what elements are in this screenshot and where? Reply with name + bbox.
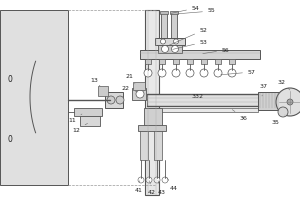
Circle shape	[136, 90, 144, 98]
Bar	[160, 11, 168, 14]
Bar	[140, 50, 260, 59]
Bar	[147, 94, 258, 106]
Circle shape	[116, 96, 124, 104]
Bar	[187, 59, 193, 64]
Bar	[145, 10, 159, 195]
Circle shape	[172, 46, 178, 52]
Text: 52: 52	[167, 27, 208, 46]
Bar	[147, 108, 258, 112]
Circle shape	[186, 69, 194, 77]
Circle shape	[162, 177, 168, 183]
Circle shape	[173, 39, 178, 44]
Text: 11: 11	[68, 114, 82, 122]
Bar	[171, 12, 177, 38]
Bar	[158, 45, 182, 53]
Bar	[140, 130, 148, 160]
Bar	[133, 82, 145, 90]
Bar	[145, 59, 151, 64]
Bar	[229, 59, 235, 64]
Circle shape	[107, 96, 115, 104]
Circle shape	[278, 107, 288, 117]
Bar	[201, 59, 207, 64]
Bar	[173, 59, 179, 64]
Bar	[215, 59, 221, 64]
Circle shape	[276, 88, 300, 116]
Bar	[154, 130, 162, 160]
Bar	[258, 92, 280, 110]
Text: 13: 13	[90, 77, 100, 86]
Text: 43: 43	[158, 181, 166, 194]
Circle shape	[160, 39, 166, 44]
Bar	[170, 11, 178, 14]
Bar	[144, 108, 162, 130]
Circle shape	[172, 69, 180, 77]
Bar	[159, 59, 165, 64]
Text: 57: 57	[221, 70, 256, 75]
Text: 0: 0	[8, 75, 13, 84]
Text: 55: 55	[178, 8, 216, 14]
Circle shape	[158, 69, 166, 77]
Circle shape	[161, 46, 169, 52]
Circle shape	[154, 177, 160, 183]
Text: 12: 12	[72, 123, 88, 132]
Text: 35: 35	[272, 115, 285, 124]
Circle shape	[228, 69, 236, 77]
Text: 56: 56	[203, 47, 230, 54]
Text: 22: 22	[122, 86, 138, 92]
Circle shape	[214, 69, 222, 77]
Bar	[0, 10, 68, 185]
Bar	[98, 86, 108, 96]
Circle shape	[138, 177, 144, 183]
Text: 44: 44	[167, 177, 178, 190]
Bar	[105, 92, 123, 108]
Circle shape	[144, 69, 152, 77]
Text: 21: 21	[125, 73, 135, 84]
Bar	[138, 125, 166, 131]
Text: 53: 53	[173, 40, 208, 49]
Text: 332: 332	[192, 94, 204, 98]
Bar	[80, 116, 100, 126]
Bar	[161, 12, 167, 38]
Text: 41: 41	[135, 181, 143, 192]
Circle shape	[146, 177, 152, 183]
Text: 32: 32	[278, 80, 290, 90]
Bar	[132, 88, 146, 100]
Bar	[155, 38, 185, 45]
Text: 36: 36	[232, 110, 248, 120]
Bar	[74, 108, 102, 116]
Text: 42: 42	[148, 181, 156, 194]
Text: 0: 0	[8, 136, 13, 144]
Circle shape	[200, 69, 208, 77]
Circle shape	[287, 99, 293, 105]
Text: 54: 54	[171, 5, 200, 13]
Text: 37: 37	[260, 84, 268, 96]
